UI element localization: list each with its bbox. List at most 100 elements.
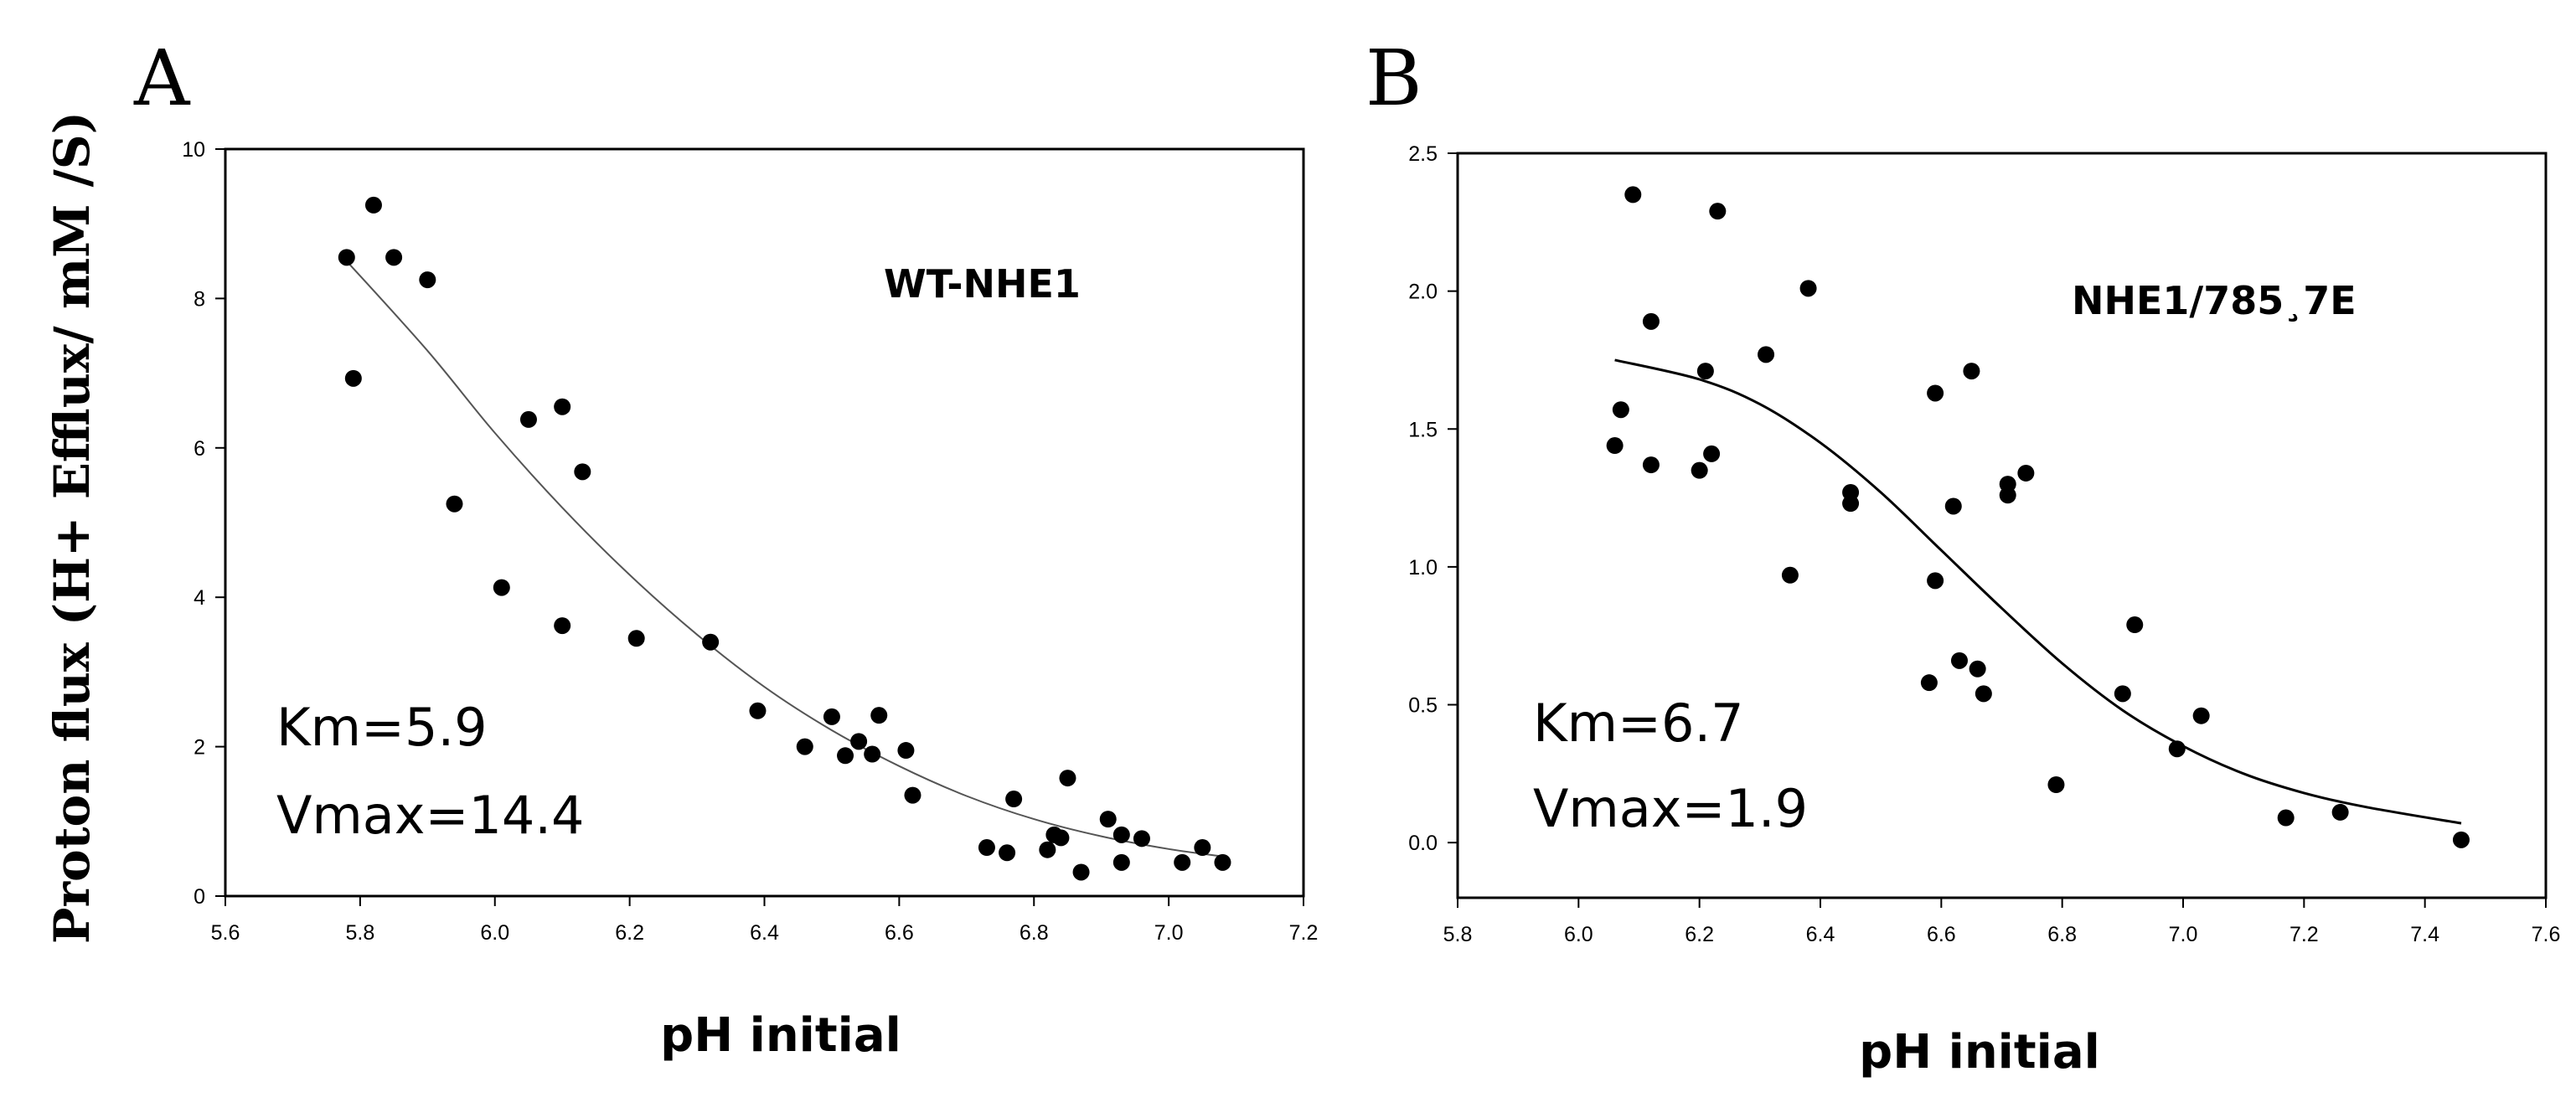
panel-b-y-tick-label: 1.0 [1408, 556, 1438, 580]
panel-a-x-tick-label: 5.6 [211, 921, 240, 945]
panel-a-data-point [519, 410, 537, 428]
panel-a-data-point [1214, 853, 1231, 871]
panel-a-data-point [1099, 811, 1117, 828]
panel-a-y-tick-label: 6 [194, 437, 205, 461]
panel-a-data-point [574, 463, 591, 481]
panel-b-data-point [1642, 312, 1660, 330]
panel-b-x-tick-label: 7.0 [2169, 923, 2198, 946]
panel-a-data-point [385, 249, 403, 266]
panel-b-data-point [1691, 461, 1708, 479]
panel-a-vmax-annotation: Vmax=14.4 [276, 785, 585, 846]
panel-a-data-point [837, 747, 854, 765]
panel-a-x-tick-label: 6.2 [615, 921, 644, 945]
panel-a-data-point [554, 617, 571, 635]
panel-a-data-point [702, 633, 720, 651]
panel-a-x-tick-label: 6.8 [1020, 921, 1049, 945]
panel-b-data-point [2047, 776, 2065, 794]
panel-b-x-tick-label: 5.8 [1443, 923, 1473, 946]
panel-letter-a: A [133, 33, 191, 123]
panel-b-data-point [2192, 707, 2210, 724]
panel-a-data-point [904, 786, 921, 804]
panel-b-x-tick-label: 6.0 [1564, 923, 1593, 946]
panel-a-data-point [493, 579, 510, 596]
panel-b-data-point [2168, 740, 2186, 758]
panel-a-fit-curve [346, 260, 1223, 858]
panel-a-y-tick-label: 4 [194, 586, 205, 610]
panel-a-data-point [796, 738, 813, 755]
panel-a-x-tick-label: 6.0 [480, 921, 509, 945]
panel-b-y-tick-label: 0.0 [1408, 832, 1438, 855]
panel-b-y-tick-label: 0.5 [1408, 694, 1438, 718]
panel-b-km-annotation: Km=6.7 [1533, 693, 1744, 754]
panel-a-data-point [554, 398, 571, 415]
panel-b-plot-frame [1456, 152, 2548, 899]
panel-b-data-point [1927, 384, 1944, 402]
panel-b-x-tick-label: 6.6 [1927, 923, 1956, 946]
panel-a-x-tick-label: 7.2 [1289, 921, 1319, 945]
panel-b-data-point [1781, 566, 1799, 584]
panel-a-x-tick-label: 7.0 [1154, 921, 1184, 945]
panel-b-data-point [1612, 401, 1629, 419]
panel-a-data-point [1174, 853, 1191, 871]
panel-b-data-point [2114, 685, 2131, 703]
panel-b-data-point [2277, 809, 2295, 827]
panel-b-x-tick-label: 6.8 [2047, 923, 2077, 946]
panel-b-data-point [1969, 660, 1986, 677]
panel-b-data-point [2331, 803, 2349, 821]
panel-a-data-point [850, 733, 868, 750]
panel-b-data-point [1999, 476, 2016, 493]
panel-a-points [338, 196, 1231, 881]
panel-a-data-point [446, 495, 463, 513]
panel-b-x-axis-label: pH initial [1859, 1025, 2100, 1079]
panel-b-chart: 5.8 6.0 6.2 6.4 6.6 6.8 7.0 7.2 7.4 7.6 0.0 0.5 1.0 1… [1408, 142, 2560, 1079]
panel-a-y-tick-label: 8 [194, 287, 205, 311]
panel-b-x-tick-label: 7.4 [2410, 923, 2439, 946]
panel-a-data-point [344, 369, 362, 387]
panel-a-data-point [897, 742, 915, 760]
panel-a-x-axis-label: pH initial [660, 1008, 901, 1063]
panel-b-y-tick-label: 2.0 [1408, 281, 1438, 304]
panel-b-data-point [1944, 497, 1962, 515]
panel-b-data-point [2017, 464, 2035, 482]
panel-b-x-tick-label: 6.2 [1685, 923, 1714, 946]
panel-b-fit-curve [1614, 358, 2462, 825]
panel-b-x-tick-label: 7.2 [2289, 923, 2319, 946]
panel-a-series-label: WT-NHE1 [884, 261, 1081, 307]
panel-a-axes: 5.6 5.8 6.0 6.2 6.4 6.6 6.8 7.0 7.2 0 2 4 6 8 10 [182, 138, 1318, 945]
panel-b-axes: 5.8 6.0 6.2 6.4 6.6 6.8 7.0 7.2 7.4 7.6 0.0 0.5 1.0 1… [1408, 142, 2560, 946]
panel-a-data-point [870, 707, 888, 724]
panel-a-y-tick-label: 2 [194, 736, 205, 760]
panel-a-y-tick-label: 0 [194, 885, 205, 909]
panel-a-data-point [1052, 829, 1070, 847]
panel-a-data-point [978, 839, 995, 857]
panel-a-data-point [627, 630, 645, 647]
panel-b-data-point [1758, 346, 1775, 363]
y-axis-label: Proton flux (H+ Efflux/ mM /S) [44, 111, 101, 944]
panel-b-data-point [2452, 831, 2470, 848]
panel-a-data-point [419, 271, 436, 289]
panel-b-data-point [1642, 456, 1660, 474]
panel-a-data-point [749, 702, 767, 719]
panel-b-data-point [1606, 437, 1624, 455]
panel-a-data-point [1039, 841, 1056, 858]
panel-a-data-point [1112, 853, 1130, 871]
panel-b-y-tick-label: 1.5 [1408, 418, 1438, 441]
panel-a-data-point [364, 196, 382, 214]
panel-b-data-point [1709, 203, 1727, 220]
panel-b-vmax-annotation: Vmax=1.9 [1533, 778, 1808, 839]
panel-a-data-point [1005, 791, 1023, 808]
panel-b-series-label: NHE1/785¸7E [2072, 278, 2357, 323]
panel-b-y-tick-label: 2.5 [1408, 142, 1438, 166]
panel-b-data-point [2126, 616, 2144, 634]
panel-a-data-point [338, 249, 355, 266]
panel-a-x-tick-label: 6.6 [885, 921, 914, 945]
panel-a-x-tick-label: 6.4 [750, 921, 779, 945]
panel-b-x-tick-label: 7.6 [2532, 923, 2561, 946]
panel-a-data-point [1133, 830, 1150, 848]
panel-b-data-point [1963, 363, 1980, 380]
panel-a-y-tick-label: 10 [182, 138, 205, 162]
panel-a-data-point [1059, 770, 1076, 787]
panel-a-x-tick-label: 5.8 [345, 921, 374, 945]
panel-b-x-tick-label: 6.4 [1806, 923, 1835, 946]
